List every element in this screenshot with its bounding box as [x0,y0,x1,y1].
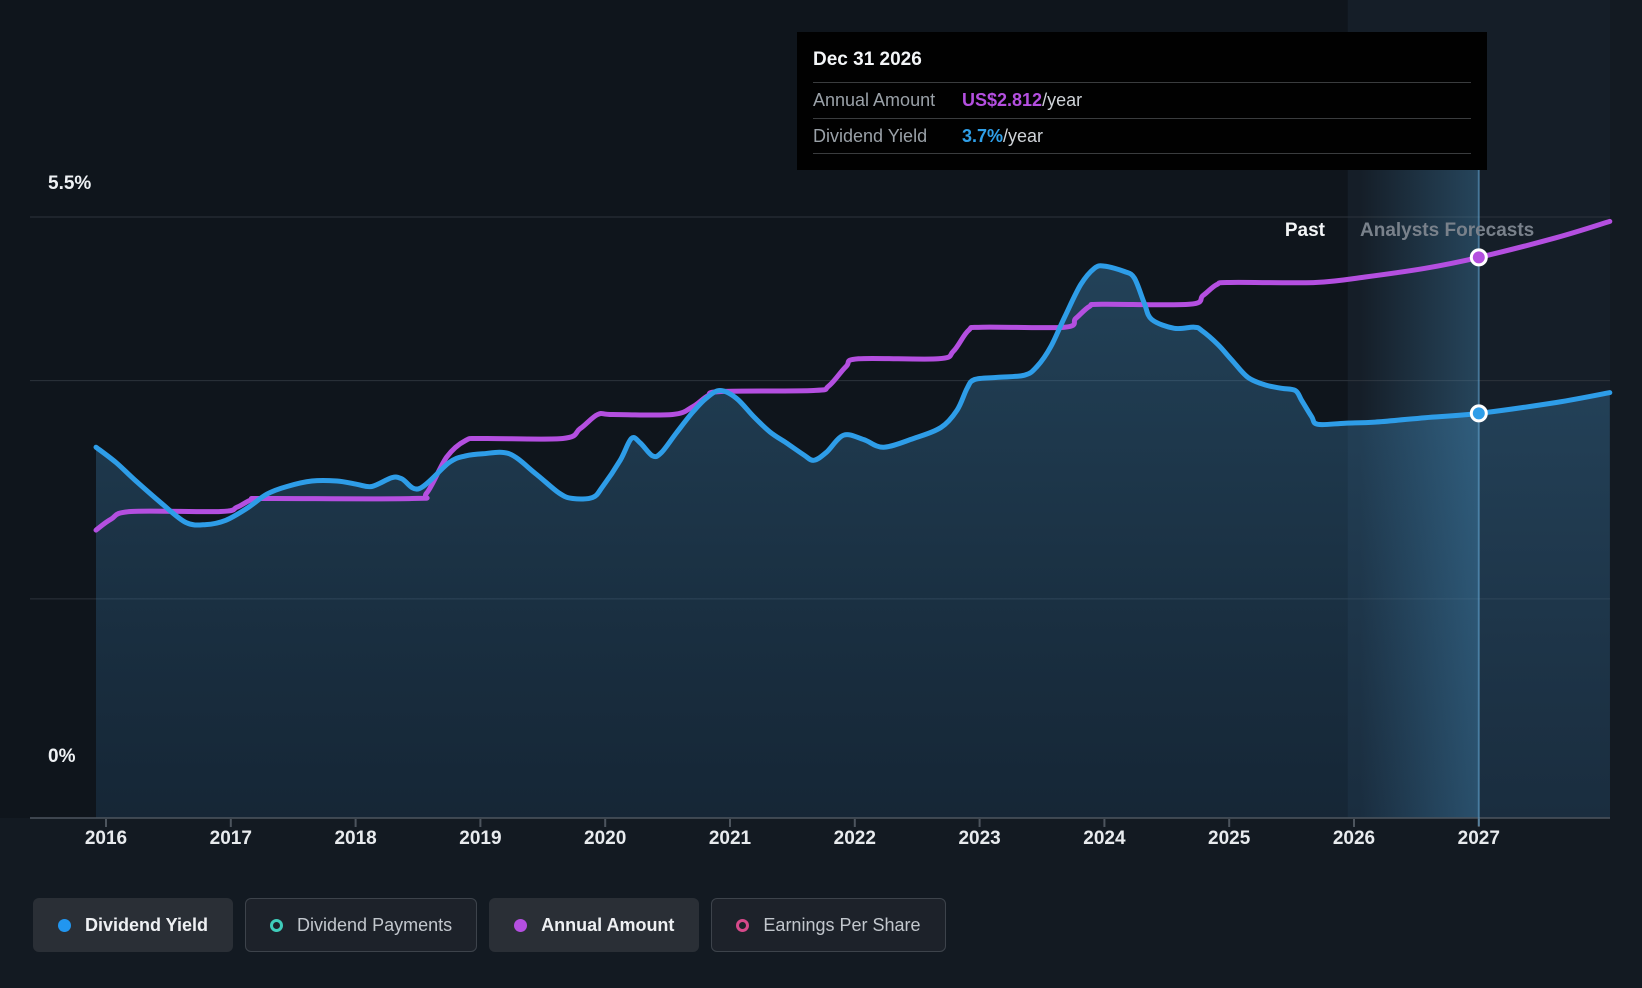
annual-amount-line[interactable] [93,218,1613,533]
legend-label: Earnings Per Share [763,914,921,935]
x-tick-label-2024: 2024 [1083,828,1126,849]
legend-toggle-dividend-payments[interactable]: Dividend Payments [245,898,478,952]
dividend-payments-ring-icon [270,918,284,932]
legend-label: Dividend Payments [297,914,453,935]
tooltip-row-annual-amount: Annual Amount US$2.812 /year [813,82,1471,118]
x-tick-label-2025: 2025 [1208,828,1251,849]
legend-toggle-earnings-per-share[interactable]: Earnings Per Share [711,898,946,952]
tooltip-label: Dividend Yield [813,125,928,146]
tooltip-value: US$2.812 [962,90,1043,110]
legend-label: Dividend Yield [85,914,209,935]
tooltip-suffix: /year [1042,90,1083,110]
chart-tooltip: Dec 31 2026 Annual Amount US$2.812 /year… [797,32,1487,170]
dividend-yield-dot-icon [58,918,71,932]
x-tick-label-2027: 2027 [1458,828,1500,849]
past-period-label: Past [1284,220,1325,241]
tooltip-row-dividend-yield: Dividend Yield 3.7% /year [813,118,1471,154]
x-tick-label-2020: 2020 [584,828,626,849]
annual-amount-dot-icon [514,918,528,932]
y-axis-top-label: 5.5% [48,173,92,194]
x-tick-label-2016: 2016 [85,828,127,849]
x-tick-label-2021: 2021 [709,828,752,849]
tooltip-suffix: /year [1003,125,1044,146]
x-tick-label-2019: 2019 [459,828,501,849]
tooltip-date: Dec 31 2026 [813,49,922,70]
tooltip-label: Annual Amount [813,90,936,110]
x-tick-label-2022: 2022 [834,828,876,849]
legend-toggle-annual-amount[interactable]: Annual Amount [489,898,700,952]
legend-toggle-dividend-yield[interactable]: Dividend Yield [33,898,234,952]
hover-marker-dividend-yield[interactable] [1469,404,1488,423]
legend-label: Annual Amount [541,914,675,935]
dividend-yield-line[interactable] [93,263,1613,528]
x-tick-label-2023: 2023 [958,828,1000,849]
y-axis-bottom-label: 0% [48,746,76,767]
forecast-highlight-band [1360,170,1479,818]
x-tick-label-2017: 2017 [210,828,252,849]
dividend-yield-area [96,265,1610,818]
earnings-per-share-ring-icon [736,918,750,932]
tooltip-value: 3.7% [962,125,1004,146]
x-tick-label-2018: 2018 [334,828,376,849]
chart-legend: Dividend Yield Dividend Payments Annual … [33,898,946,952]
hover-marker-annual-amount[interactable] [1469,248,1488,267]
forecast-period-label: Analysts Forecasts [1360,220,1535,241]
x-tick-label-2026: 2026 [1333,828,1375,849]
